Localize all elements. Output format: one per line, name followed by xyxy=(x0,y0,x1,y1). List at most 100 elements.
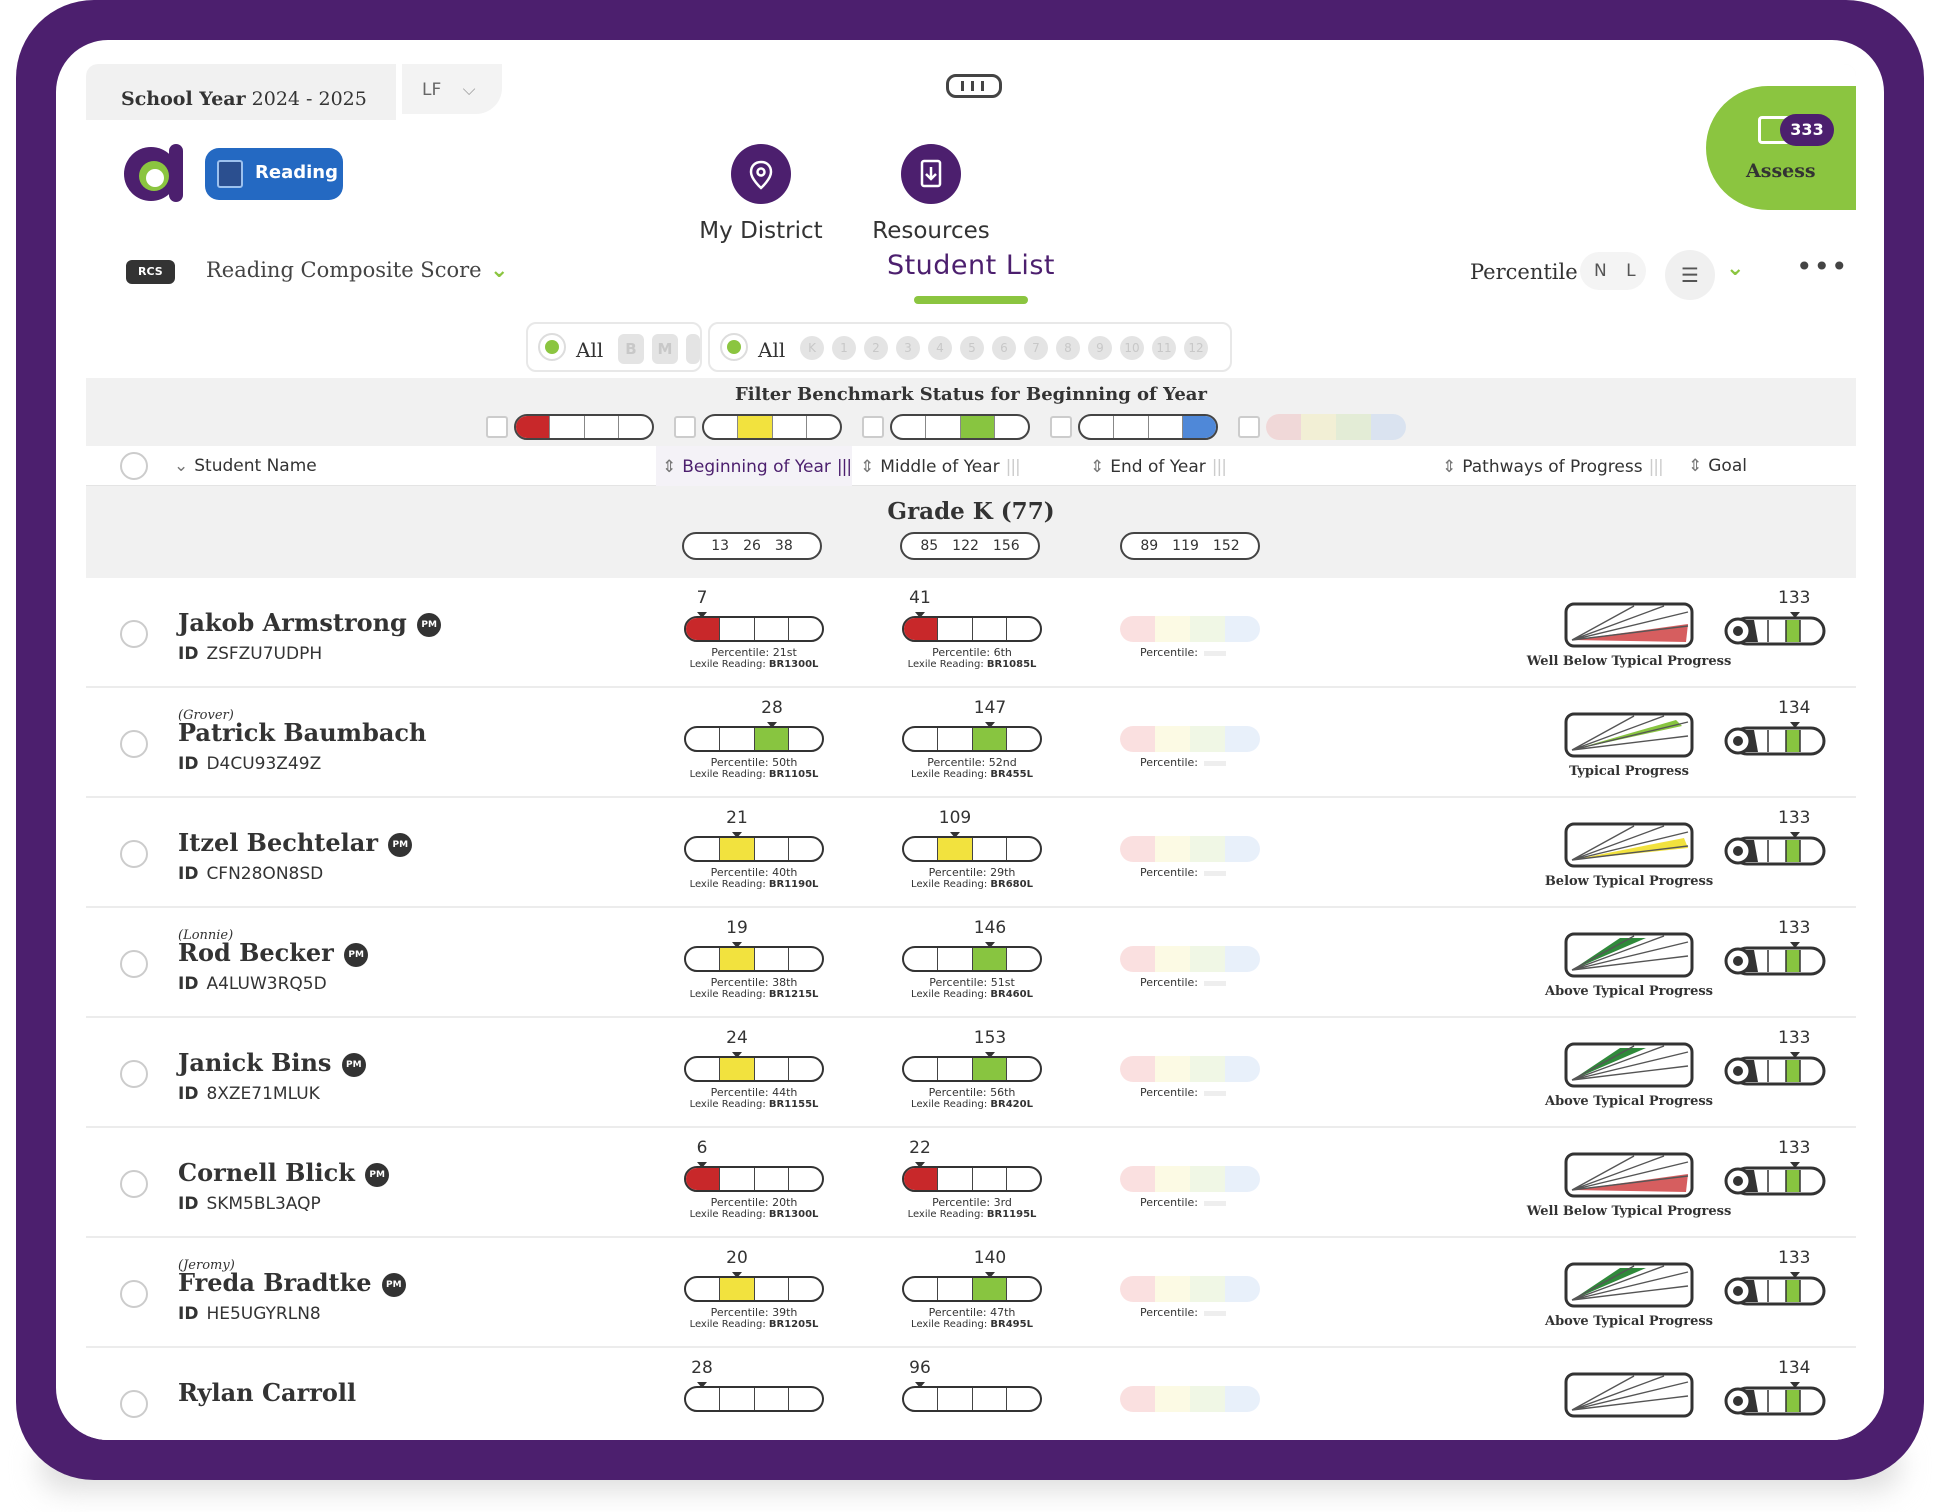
col-pathways[interactable]: ⇕ Pathways of Progress ||| xyxy=(1442,457,1664,477)
goal-indicator-icon xyxy=(1724,616,1826,646)
benchmark-filter-title: Filter Benchmark Status for Beginning of… xyxy=(735,384,1207,405)
benchmark-red-checkbox[interactable] xyxy=(486,416,508,438)
pathway-chart-icon xyxy=(1564,1042,1694,1088)
row-checkbox[interactable] xyxy=(120,1170,148,1198)
boy-benchmark-bar xyxy=(684,946,824,972)
school-year-selector[interactable]: School Year 2024 - 2025 xyxy=(86,64,396,120)
student-row[interactable]: (Lonnie) Rod Becker PM ID A4LUW3RQ5D 19 Perce… xyxy=(86,908,1856,1018)
nav-my-district[interactable]: My District xyxy=(696,144,826,244)
period-all-radio[interactable] xyxy=(538,333,566,361)
benchmark-blue-checkbox[interactable] xyxy=(1050,416,1072,438)
row-checkbox[interactable] xyxy=(120,1390,148,1418)
student-name[interactable]: Freda Bradtke PM xyxy=(178,1268,406,1297)
student-name[interactable]: Patrick Baumbach xyxy=(178,718,427,747)
download-doc-icon xyxy=(901,144,961,204)
row-checkbox[interactable] xyxy=(120,1060,148,1088)
grade-chip-1[interactable]: 1 xyxy=(832,336,856,360)
drag-handle-icon[interactable] xyxy=(946,74,1002,98)
student-row[interactable]: Cornell Blick PM ID SKM5BL3AQP 6 Percentile:… xyxy=(86,1128,1856,1238)
row-checkbox[interactable] xyxy=(120,950,148,978)
col-boy[interactable]: ⇕ Beginning of Year ||| xyxy=(662,457,852,477)
column-bars-icon: ||| xyxy=(1211,457,1227,477)
moy-score: 41 xyxy=(900,588,940,618)
table-header xyxy=(86,446,1856,486)
list-view-icon[interactable]: ☰ xyxy=(1665,250,1715,300)
benchmark-none-checkbox[interactable] xyxy=(1238,416,1260,438)
grade-chip-6[interactable]: 6 xyxy=(992,336,1016,360)
student-name[interactable]: Cornell Blick PM xyxy=(178,1158,390,1187)
student-name[interactable]: Janick Bins PM xyxy=(178,1048,366,1077)
more-options-icon[interactable]: ••• xyxy=(1796,250,1849,283)
row-checkbox[interactable] xyxy=(120,730,148,758)
boy-header-highlight xyxy=(656,446,852,486)
student-row[interactable]: Janick Bins PM ID 8XZE71MLUK 24 Percentile: … xyxy=(86,1018,1856,1128)
grade-chip-5[interactable]: 5 xyxy=(960,336,984,360)
nav-resources[interactable]: Resources xyxy=(866,144,996,244)
boy-benchmark-bar xyxy=(684,1056,824,1082)
grade-chip-11[interactable]: 11 xyxy=(1152,336,1176,360)
eoy-percentile: Percentile: xyxy=(1140,646,1226,659)
boy-score: 28 xyxy=(752,698,792,728)
row-checkbox[interactable] xyxy=(120,620,148,648)
col-moy[interactable]: ⇕ Middle of Year ||| xyxy=(860,457,1021,477)
student-name[interactable]: Jakob Armstrong PM xyxy=(178,608,442,637)
student-name[interactable]: Rylan Carroll xyxy=(178,1378,357,1407)
eoy-benchmark-bar xyxy=(1120,946,1260,972)
grade-chip-2[interactable]: 2 xyxy=(864,336,888,360)
row-checkbox[interactable] xyxy=(120,840,148,868)
student-name[interactable]: Itzel Bechtelar PM xyxy=(178,828,413,857)
pathway-chart-icon xyxy=(1564,932,1694,978)
student-row[interactable]: Rylan Carroll 28 96 134 xyxy=(86,1348,1856,1440)
school-year-label: School Year xyxy=(121,88,246,110)
row-checkbox[interactable] xyxy=(120,1280,148,1308)
grade-chip-7[interactable]: 7 xyxy=(1024,336,1048,360)
pathway-chart-icon xyxy=(1564,1372,1694,1418)
select-all-checkbox[interactable] xyxy=(120,452,148,480)
grade-chip-k[interactable]: K xyxy=(800,336,824,360)
grade-chip-10[interactable]: 10 xyxy=(1120,336,1144,360)
reading-subject-button[interactable]: Reading xyxy=(205,148,343,200)
measure-selector[interactable]: Reading Composite Score xyxy=(206,258,482,282)
benchmark-yellow-checkbox[interactable] xyxy=(674,416,696,438)
col-goal[interactable]: ⇕ Goal xyxy=(1688,456,1747,476)
boy-lexile: Lexile Reading: BR1205L xyxy=(689,1319,819,1330)
assess-button[interactable]: 333 Assess xyxy=(1706,86,1856,210)
student-row[interactable]: Jakob Armstrong PM ID ZSFZU7UDPH 7 Percentil… xyxy=(86,578,1856,688)
grade-chip-12[interactable]: 12 xyxy=(1184,336,1208,360)
student-id: ID 8XZE71MLUK xyxy=(178,1084,320,1104)
goal-indicator-icon xyxy=(1724,946,1826,976)
grade-chip-9[interactable]: 9 xyxy=(1088,336,1112,360)
period-chip-e[interactable] xyxy=(686,334,700,364)
boy-score: 28 xyxy=(682,1358,722,1388)
boy-percentile: Percentile: 40th xyxy=(710,866,798,879)
student-name[interactable]: Rod Becker PM xyxy=(178,938,369,967)
student-row[interactable]: (Jeromy) Freda Bradtke PM ID HE5UGYRLN8 20 Pe… xyxy=(86,1238,1856,1348)
eoy-percentile: Percentile: xyxy=(1140,866,1226,879)
lf-dropdown[interactable]: LF ⌵ xyxy=(402,64,502,114)
student-row[interactable]: (Grover) Patrick Baumbach ID D4CU93Z49Z 28 Pe… xyxy=(86,688,1856,798)
pathway-label: Above Typical Progress xyxy=(1545,1314,1713,1329)
moy-score: 22 xyxy=(900,1138,940,1168)
benchmark-green-checkbox[interactable] xyxy=(862,416,884,438)
grade-chip-3[interactable]: 3 xyxy=(896,336,920,360)
grade-chip-8[interactable]: 8 xyxy=(1056,336,1080,360)
grade-chip-4[interactable]: 4 xyxy=(928,336,952,360)
benchmark-red-bar xyxy=(514,414,654,440)
assess-count-badge: 333 xyxy=(1780,114,1834,146)
norm-toggle[interactable]: N L xyxy=(1580,252,1646,290)
col-student-name[interactable]: ⌄ Student Name xyxy=(174,456,317,476)
moy-percentile: Percentile: 29th xyxy=(928,866,1016,879)
chevron-down-icon[interactable]: ⌄ xyxy=(490,258,509,283)
sort-icon: ⇕ xyxy=(1442,457,1457,477)
period-chip-b[interactable]: B xyxy=(618,334,644,364)
benchmark-blue-bar xyxy=(1078,414,1218,440)
student-row[interactable]: Itzel Bechtelar PM ID CFN28ON8SD 21 Percenti… xyxy=(86,798,1856,908)
moy-benchmark-bar xyxy=(902,836,1042,862)
grade-all-radio[interactable] xyxy=(720,333,748,361)
col-eoy[interactable]: ⇕ End of Year ||| xyxy=(1090,457,1227,477)
goal-value: 133 xyxy=(1778,588,1811,618)
chevron-down-icon[interactable]: ⌄ xyxy=(1726,256,1745,281)
nav-my-district-label: My District xyxy=(699,218,823,244)
student-id: ID ZSFZU7UDPH xyxy=(178,644,323,664)
period-chip-m[interactable]: M xyxy=(652,334,678,364)
